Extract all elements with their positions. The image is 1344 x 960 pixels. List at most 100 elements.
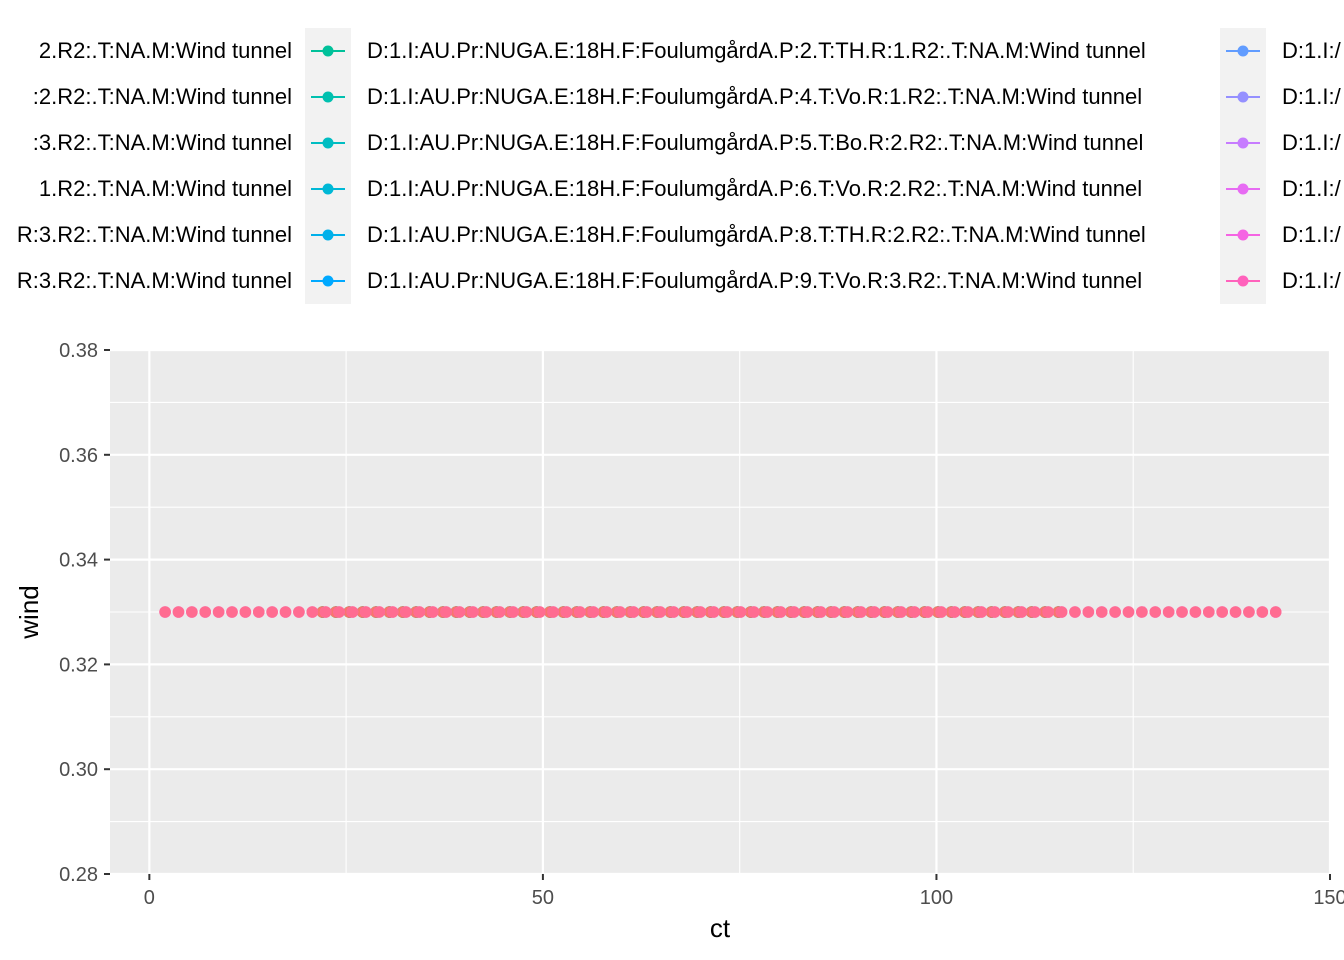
x-tick-label: 150	[1313, 887, 1344, 909]
data-point	[841, 606, 854, 618]
legend-item: D:1.I:/	[1220, 74, 1344, 120]
data-point	[1229, 606, 1242, 618]
data-point	[667, 606, 680, 618]
data-point	[1256, 606, 1269, 618]
data-point	[293, 606, 305, 618]
legend-item: :2.R2:.T:NA.M:Wind tunnel	[0, 74, 292, 120]
data-point	[895, 606, 907, 618]
data-point	[694, 606, 707, 618]
y-axis-title: wind	[14, 585, 44, 639]
data-point	[921, 606, 934, 618]
legend-item: D:1.I:/	[1220, 166, 1344, 212]
data-point	[908, 606, 921, 618]
legend-label: D:1.I:AU.Pr:NUGA.E:18H.F:FoulumgårdA.P:9…	[367, 268, 1143, 293]
data-point	[199, 606, 212, 618]
data-point	[681, 606, 693, 618]
data-point	[828, 606, 840, 618]
legend-label: D:1.I:/	[1282, 176, 1341, 201]
data-point	[212, 606, 225, 618]
data-point	[467, 606, 479, 618]
legend-label: 1.R2:.T:NA.M:Wind tunnel	[38, 176, 292, 201]
legend-key-icon	[305, 258, 351, 304]
data-point	[172, 606, 185, 618]
legend-item: :3.R2:.T:NA.M:Wind tunnel	[0, 120, 292, 166]
data-point	[1243, 606, 1255, 618]
legend-item: D:1.I:AU.Pr:NUGA.E:18H.F:FoulumgårdA.P:8…	[305, 212, 1215, 258]
legend-key-icon	[1220, 212, 1266, 258]
data-point	[346, 606, 359, 618]
data-point	[547, 606, 559, 618]
y-axis: 0.28 0.30 0.32 0.34 0.36 0.38	[59, 340, 110, 886]
data-point	[881, 606, 894, 618]
data-point	[748, 606, 760, 618]
legend-item: D:1.I:AU.Pr:NUGA.E:18H.F:FoulumgårdA.P:5…	[305, 120, 1215, 166]
data-point	[814, 606, 827, 618]
data-point	[1109, 606, 1121, 618]
legend-item: D:1.I:/	[1220, 120, 1344, 166]
data-point	[1069, 606, 1081, 618]
data-point	[948, 606, 961, 618]
data-point	[1189, 606, 1202, 618]
data-point	[1055, 606, 1068, 618]
legend-label: D:1.I:AU.Pr:NUGA.E:18H.F:FoulumgårdA.P:5…	[367, 130, 1144, 155]
data-point	[306, 606, 319, 618]
data-point	[774, 606, 787, 618]
legend: 2.R2:.T:NA.M:Wind tunnel :2.R2:.T:NA.M:Wi…	[0, 0, 1344, 320]
data-point	[333, 606, 345, 618]
data-point	[868, 606, 881, 618]
data-point	[1015, 606, 1028, 618]
legend-key-icon	[305, 120, 351, 166]
data-point	[935, 606, 947, 618]
data-point	[1269, 606, 1282, 618]
legend-key-icon	[1220, 258, 1266, 304]
legend-item: 2.R2:.T:NA.M:Wind tunnel	[0, 28, 292, 74]
y-tick-label: 0.36	[59, 445, 98, 467]
data-point	[239, 606, 252, 618]
legend-label: D:1.I:AU.Pr:NUGA.E:18H.F:FoulumgårdA.P:6…	[367, 176, 1143, 201]
data-point	[493, 606, 506, 618]
data-point	[855, 606, 867, 618]
legend-label: D:1.I:AU.Pr:NUGA.E:18H.F:FoulumgårdA.P:8…	[367, 222, 1146, 247]
legend-item: 1.R2:.T:NA.M:Wind tunnel	[0, 166, 292, 212]
legend-key-icon	[305, 74, 351, 120]
data-point	[279, 606, 292, 618]
data-point	[574, 606, 586, 618]
x-axis: 0 50 100 150	[144, 874, 1344, 909]
data-point	[266, 606, 278, 618]
data-point	[1176, 606, 1188, 618]
data-point	[507, 606, 519, 618]
data-point	[319, 606, 332, 618]
legend-key-icon	[1220, 74, 1266, 120]
x-axis-title: ct	[710, 913, 731, 943]
legend-item: R:3.R2:.T:NA.M:Wind tunnel	[0, 212, 292, 258]
data-point	[1029, 606, 1041, 618]
data-point	[520, 606, 533, 618]
y-tick-label: 0.38	[59, 340, 98, 362]
major-gridlines	[110, 348, 1332, 876]
legend-item: D:1.I:AU.Pr:NUGA.E:18H.F:FoulumgårdA.P:4…	[305, 74, 1215, 120]
legend-key-icon	[1220, 120, 1266, 166]
data-point	[1136, 606, 1148, 618]
data-point	[614, 606, 626, 618]
x-tick-label: 100	[920, 887, 953, 909]
data-point	[1002, 606, 1014, 618]
data-point	[788, 606, 800, 618]
data-point	[641, 606, 653, 618]
data-point	[413, 606, 426, 618]
legend-label: D:1.I:AU.Pr:NUGA.E:18H.F:FoulumgårdA.P:2…	[367, 38, 1146, 63]
y-tick-label: 0.30	[59, 759, 98, 781]
legend-item: D:1.I:AU.Pr:NUGA.E:18H.F:FoulumgårdA.P:2…	[305, 28, 1215, 74]
legend-item: R:3.R2:.T:NA.M:Wind tunnel	[0, 258, 292, 304]
legend-item: D:1.I:/	[1220, 258, 1344, 304]
legend-label: D:1.I:AU.Pr:NUGA.E:18H.F:FoulumgårdA.P:4…	[367, 84, 1143, 109]
data-point	[400, 606, 412, 618]
legend-label: D:1.I:/	[1282, 268, 1341, 293]
data-point	[734, 606, 747, 618]
legend-label: :2.R2:.T:NA.M:Wind tunnel	[32, 84, 292, 109]
data-point	[962, 606, 974, 618]
data-point	[1162, 606, 1175, 618]
legend-item: D:1.I:/	[1220, 212, 1344, 258]
data-point	[426, 606, 439, 618]
legend-label: :3.R2:.T:NA.M:Wind tunnel	[32, 130, 292, 155]
data-point	[1122, 606, 1135, 618]
